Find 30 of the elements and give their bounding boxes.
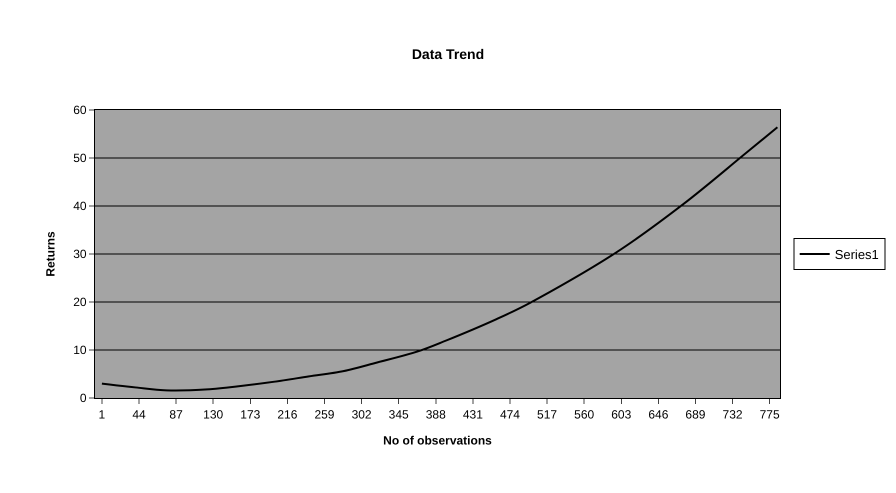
- x-tick-label: 775: [760, 407, 780, 422]
- x-tick-label: 345: [388, 407, 410, 422]
- y-tick-label: 40: [73, 199, 87, 214]
- x-tick-label: 44: [132, 407, 146, 422]
- x-tick-label: 130: [203, 407, 224, 422]
- x-tick-label: 474: [500, 407, 520, 422]
- y-tick-label: 20: [73, 295, 87, 310]
- x-tick-label: 689: [685, 407, 706, 422]
- x-tick-label: 87: [169, 407, 184, 422]
- x-tick-label: 517: [537, 407, 558, 422]
- y-tick-label: 60: [73, 103, 87, 118]
- x-tick-label: 603: [611, 407, 632, 422]
- x-tick-label: 388: [426, 407, 446, 422]
- x-tick-label: 1: [98, 407, 106, 422]
- chart-title: Data Trend: [412, 46, 484, 62]
- x-tick-label: 173: [240, 407, 261, 422]
- y-tick-label: 0: [80, 391, 87, 406]
- x-tick-label: 216: [277, 407, 298, 422]
- y-tick-label: 10: [73, 343, 87, 358]
- x-tick-label: 732: [722, 407, 743, 422]
- y-axis-title: Returns: [44, 231, 58, 277]
- y-tick-label: 30: [73, 247, 87, 262]
- x-tick-label: 259: [314, 407, 335, 422]
- x-axis-title: No of observations: [383, 433, 492, 448]
- x-tick-label: 646: [648, 407, 669, 422]
- x-tick-label: 431: [462, 407, 484, 422]
- y-tick-label: 50: [73, 151, 87, 166]
- x-tick-label: 560: [574, 407, 594, 422]
- x-tick-label: 302: [352, 407, 372, 422]
- legend-label: Series1: [834, 247, 879, 262]
